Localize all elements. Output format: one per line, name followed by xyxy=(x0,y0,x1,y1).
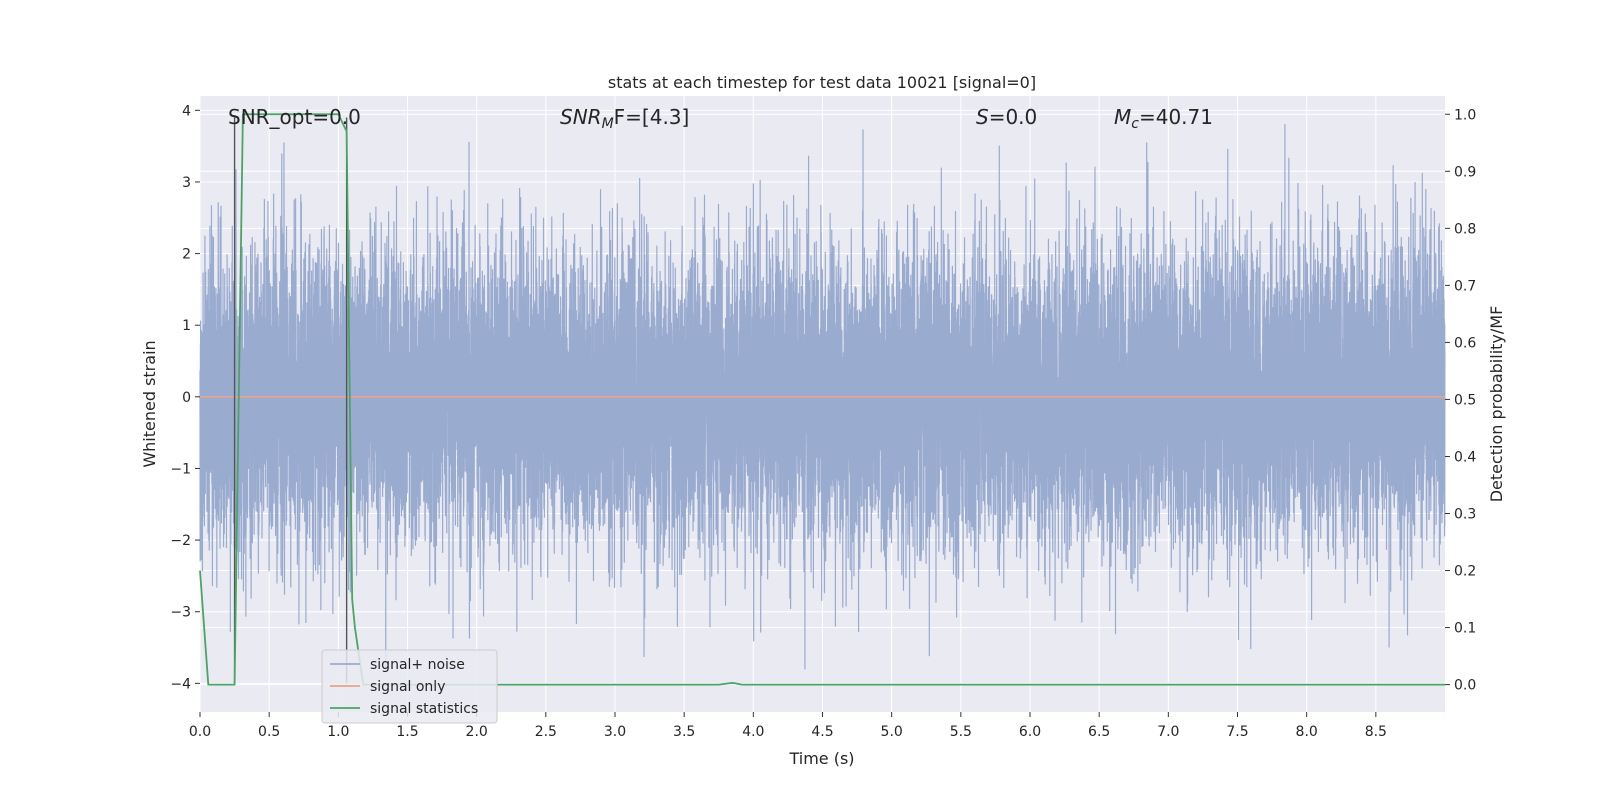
chart-title: stats at each timestep for test data 100… xyxy=(608,73,1036,92)
y-tick-label-right: 0.0 xyxy=(1454,678,1476,694)
y-tick-label-right: 1.0 xyxy=(1454,107,1476,123)
x-tick-label: 7.0 xyxy=(1157,724,1179,740)
mc-sub: c xyxy=(1131,116,1139,132)
legend-box xyxy=(321,649,498,724)
x-tick-label: 6.0 xyxy=(1019,724,1041,740)
s-rest: =0.0 xyxy=(989,105,1038,129)
y-tick-label-left: 1 xyxy=(182,318,191,334)
y-tick-label-left: 0 xyxy=(182,390,191,406)
series-signal-statistics xyxy=(199,113,1445,686)
annotation-snr-opt: SNR_opt=0.0 xyxy=(228,105,361,129)
x-tick-label: 2.5 xyxy=(535,724,557,740)
y-tick-label-right: 0.2 xyxy=(1454,564,1476,580)
annotation-s: S=0.0 xyxy=(976,105,1037,129)
y-tick-label-left: −3 xyxy=(170,605,191,621)
y-tick-label-right: 0.1 xyxy=(1454,621,1476,637)
s-italic: S xyxy=(976,105,989,129)
series-signal-noise xyxy=(199,124,1446,670)
y-axis-label-left: Whitened strain xyxy=(140,340,159,467)
x-tick-label: 3.5 xyxy=(673,724,695,740)
x-tick-label: 5.0 xyxy=(881,724,903,740)
y-tick-label-right: 0.5 xyxy=(1454,392,1476,408)
mc-rest: =40.71 xyxy=(1139,105,1213,129)
snr-mf-main: SNR xyxy=(560,105,602,129)
x-tick-label: 0.5 xyxy=(258,724,280,740)
x-tick-label: 7.5 xyxy=(1226,724,1248,740)
x-tick-label: 8.5 xyxy=(1365,724,1387,740)
x-tick-label: 3.0 xyxy=(604,724,626,740)
x-tick-label: 6.5 xyxy=(1088,724,1110,740)
y-tick-label-left: −2 xyxy=(170,533,191,549)
y-tick-label-left: −4 xyxy=(170,676,191,692)
y-tick-label-right: 0.7 xyxy=(1454,278,1476,294)
x-tick-label: 5.5 xyxy=(950,724,972,740)
y-tick-label-right: 0.9 xyxy=(1454,164,1476,180)
x-tick-label: 0.0 xyxy=(189,724,211,740)
y-tick-label-right: 0.6 xyxy=(1454,335,1476,351)
snr-mf-rest: F=[4.3] xyxy=(614,105,690,129)
y-tick-label-left: −1 xyxy=(170,461,191,477)
y-tick-label-left: 2 xyxy=(182,247,191,263)
x-tick-label: 8.0 xyxy=(1296,724,1318,740)
legend-label-signal-only: signal only xyxy=(370,679,445,695)
y-tick-label-left: 3 xyxy=(182,175,191,191)
legend-label-signal-noise: signal+ noise xyxy=(370,657,465,673)
ticks: 0.0 0.5 1.0 1.5 2.0 2.5 3.0 3.5 4.0 4.5 5.0 5.5 6.0 6… xyxy=(170,103,1476,740)
y-tick-label-right: 0.8 xyxy=(1454,221,1476,237)
legend-label-signal-statistics: signal statistics xyxy=(370,701,478,717)
y-tick-label-left: 4 xyxy=(182,103,191,119)
x-tick-label: 4.0 xyxy=(742,724,764,740)
annotation-snr-mf: SNRMF=[4.3] xyxy=(560,105,689,132)
x-axis-label: Time (s) xyxy=(788,749,854,768)
x-tick-label: 2.0 xyxy=(466,724,488,740)
x-tick-label: 1.0 xyxy=(327,724,349,740)
y-axis-label-right: Detection probability/MF xyxy=(1487,306,1506,503)
y-tick-label-right: 0.3 xyxy=(1454,507,1476,523)
legend: signal+ noise signal only signal statist… xyxy=(321,649,498,724)
x-tick-label: 1.5 xyxy=(396,724,418,740)
noise-series xyxy=(199,124,1446,670)
mc-main: M xyxy=(1114,105,1131,129)
x-tick-label: 4.5 xyxy=(811,724,833,740)
y-tick-label-right: 0.4 xyxy=(1454,449,1476,465)
annotation-mc: Mc=40.71 xyxy=(1114,105,1213,132)
line-series xyxy=(199,113,1445,686)
snr-mf-sub: M xyxy=(602,116,614,132)
